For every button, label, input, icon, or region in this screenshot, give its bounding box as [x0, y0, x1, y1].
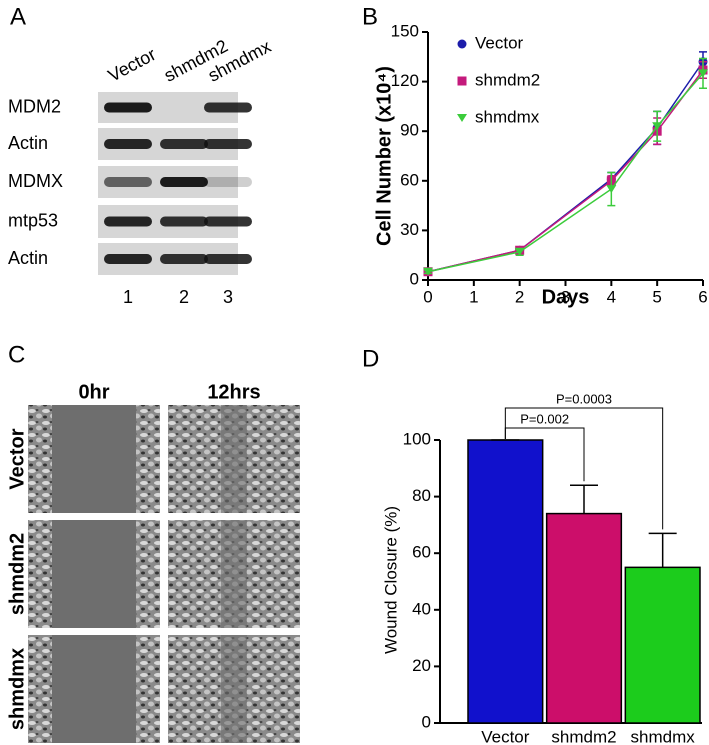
- y-axis-title: Wound Closure (%): [381, 506, 400, 654]
- marker: [423, 267, 433, 276]
- row-label: shmdm2: [6, 533, 28, 615]
- column-label: 12hrs: [207, 381, 260, 403]
- y-tick-label: 80: [412, 486, 431, 505]
- wound-gap: [221, 520, 247, 628]
- wound-gap: [221, 405, 247, 513]
- marker: [698, 69, 708, 78]
- error-bar: [648, 532, 677, 568]
- bar: [545, 512, 623, 724]
- y-tick-label: 0: [422, 712, 431, 731]
- wound-gap: [52, 405, 136, 513]
- panel-label: B: [362, 3, 378, 30]
- line: [427, 69, 704, 273]
- panel-label: C: [8, 341, 25, 368]
- x-tick-label: 0: [423, 287, 432, 306]
- marker: [652, 122, 663, 131]
- bar: [624, 566, 701, 724]
- y-tick-label: 0: [410, 269, 419, 288]
- band: [160, 177, 208, 187]
- bar: [467, 439, 544, 724]
- band: [104, 216, 152, 227]
- x-tick-label: 5: [652, 287, 661, 306]
- row-label: Actin: [8, 248, 48, 268]
- significance-bracket: [504, 407, 664, 530]
- x-tick-label: 6: [698, 287, 707, 306]
- band: [160, 139, 208, 149]
- y-tick-label: 60: [400, 170, 419, 189]
- panel-label: D: [362, 345, 379, 372]
- legend-label: shmdm2: [475, 70, 540, 89]
- band: [104, 177, 152, 187]
- y-tick-label: 100: [403, 429, 431, 448]
- lane-number: 2: [179, 287, 189, 307]
- line: [427, 61, 704, 273]
- lane-number: 1: [123, 287, 133, 307]
- band: [104, 254, 152, 264]
- x-tick-label: 1: [469, 287, 478, 306]
- band: [204, 139, 252, 149]
- row-label: MDM2: [8, 96, 61, 116]
- x-tick-label: 2: [515, 287, 524, 306]
- y-tick-label: 30: [400, 220, 419, 239]
- x-tick-label: 4: [607, 287, 616, 306]
- y-tick-label: 90: [400, 121, 419, 140]
- band: [104, 102, 152, 113]
- x-tick-label: shmdmx: [631, 727, 696, 745]
- error-bar: [570, 484, 598, 514]
- y-tick-label: 120: [391, 71, 419, 90]
- y-tick-label: 150: [391, 21, 419, 40]
- y-tick-label: 40: [412, 599, 431, 618]
- legend-label: shmdmx: [475, 107, 540, 126]
- panel-label: A: [10, 3, 26, 30]
- x-tick-label: Vector: [481, 727, 530, 745]
- lane-number: 3: [223, 287, 233, 307]
- y-tick-label: 20: [412, 656, 431, 675]
- legend-label: Vector: [475, 33, 524, 52]
- band: [160, 216, 208, 227]
- row-label: mtp53: [8, 210, 58, 230]
- wound-gap: [52, 635, 136, 743]
- y-tick-label: 60: [412, 543, 431, 562]
- x-axis-title: Days: [542, 286, 590, 308]
- p-value: P=0.002: [520, 411, 569, 426]
- wound-gap: [221, 635, 247, 743]
- row-label: shmdmx: [6, 648, 28, 730]
- x-tick-label: shmdm2: [551, 727, 616, 745]
- band: [204, 254, 252, 264]
- marker: [457, 76, 467, 86]
- column-label: 0hr: [78, 381, 109, 403]
- x-tick-label: 3: [561, 287, 570, 306]
- wound-gap: [52, 520, 136, 628]
- line: [427, 72, 704, 273]
- p-value: P=0.0003: [556, 391, 612, 406]
- marker: [606, 185, 617, 194]
- marker: [457, 114, 467, 122]
- marker: [457, 39, 467, 49]
- row-label: Vector: [6, 428, 28, 489]
- band: [204, 177, 252, 187]
- band: [104, 139, 152, 149]
- lane-label: Vector: [105, 44, 159, 86]
- band: [204, 102, 252, 113]
- band: [160, 254, 208, 264]
- y-axis-title: Cell Number (x10⁴): [373, 66, 395, 246]
- marker: [514, 247, 525, 256]
- band: [204, 216, 252, 227]
- row-label: Actin: [8, 133, 48, 153]
- row-label: MDMX: [8, 171, 63, 191]
